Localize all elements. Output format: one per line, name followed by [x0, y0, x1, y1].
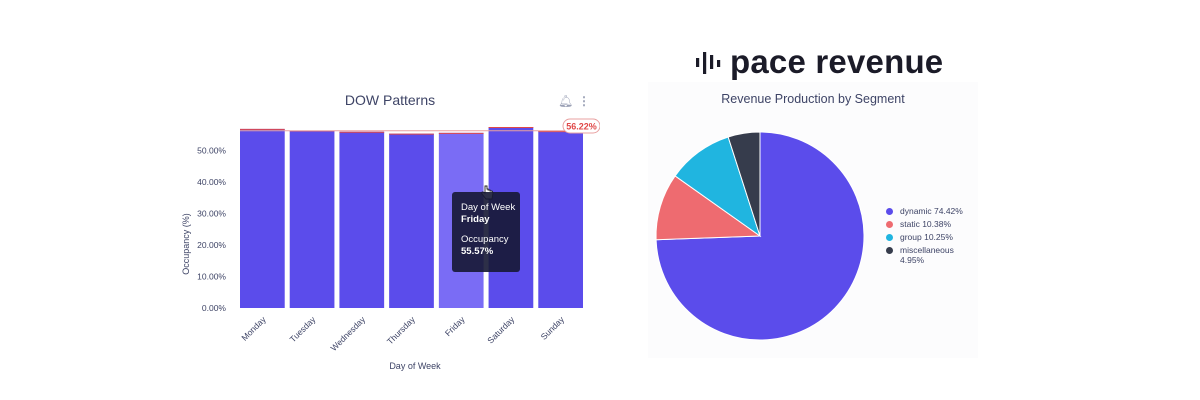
x-tick-label: Wednesday	[328, 314, 367, 353]
pie-chart-title: Revenue Production by Segment	[721, 92, 905, 106]
bar-tooltip: Day of Week Friday Occupancy 55.57%	[452, 192, 520, 272]
legend-item-miscellaneous[interactable]: miscellaneous 4.95%	[886, 245, 976, 265]
dow-bar-chart: 0.00% 10.00% 20.00% 30.00% 40.00% 50.00% Mond…	[181, 118, 600, 371]
x-tick-label: Monday	[239, 314, 268, 343]
tooltip-category-value: Friday	[461, 214, 490, 225]
bar-thursday[interactable]	[389, 133, 434, 308]
legend-label: static 10.38%	[900, 219, 952, 229]
y-tick-label: 30.00%	[197, 208, 226, 218]
x-tick-label: Sunday	[539, 314, 567, 342]
pie-slice-miscellaneous[interactable]	[727, 131, 761, 237]
x-axis-title: Day of Week	[389, 361, 441, 371]
legend-item-dynamic[interactable]: dynamic 74.42%	[886, 206, 976, 216]
y-tick-label: 0.00%	[202, 303, 227, 313]
x-tick-label: Friday	[443, 314, 467, 338]
vertical-dots-icon[interactable]: ⋮	[578, 94, 590, 108]
dow-patterns-panel: DOW Patterns 🔔︎ ⋮ 0.00% 10.00% 20.00% 30.00…	[180, 82, 600, 382]
legend-label: group 10.25%	[900, 232, 953, 242]
logo-text: pace revenue	[730, 43, 944, 80]
tooltip-value-value: 55.57%	[461, 246, 494, 257]
y-tick-label: 40.00%	[197, 177, 226, 187]
legend-label: miscellaneous 4.95%	[900, 245, 954, 265]
legend-swatch	[886, 208, 893, 215]
revenue-pie-chart	[655, 131, 865, 341]
revenue-segment-panel: Revenue Production by Segment dynamic 74…	[648, 82, 978, 358]
y-tick-label: 20.00%	[197, 240, 226, 250]
bar-wednesday[interactable]	[339, 131, 385, 308]
x-tick-label: Thursday	[385, 314, 418, 347]
dow-chart-title: DOW Patterns	[344, 92, 436, 108]
legend-item-static[interactable]: static 10.38%	[886, 219, 976, 229]
y-axis-title: Occupancy (%)	[181, 213, 191, 275]
pie-slice-dynamic[interactable]	[655, 131, 865, 341]
legend-swatch	[886, 234, 893, 241]
legend-item-group[interactable]: group 10.25%	[886, 232, 976, 242]
legend-swatch	[886, 247, 893, 254]
bar-monday[interactable]	[240, 128, 285, 308]
reference-label-box	[562, 118, 600, 134]
reference-label: 56.22%	[566, 122, 597, 132]
legend-swatch	[886, 221, 893, 228]
tooltip-value-title: Occupancy	[461, 234, 509, 245]
x-tick-label: Tuesday	[288, 314, 318, 344]
bar-sunday[interactable]	[538, 131, 583, 308]
y-tick-label: 10.00%	[197, 271, 226, 281]
y-tick-label: 50.00%	[197, 145, 226, 155]
bell-icon[interactable]: 🔔︎	[558, 94, 574, 108]
legend-label: dynamic 74.42%	[900, 206, 963, 216]
pace-revenue-logo: pace revenue	[694, 40, 943, 84]
pie-legend: dynamic 74.42% static 10.38% group 10.25% m…	[886, 206, 976, 268]
x-tick-label: Saturday	[485, 314, 517, 346]
tooltip-category-title: Day of Week	[461, 202, 516, 213]
bar-tuesday[interactable]	[289, 130, 335, 308]
logo-bars-icon	[696, 52, 721, 74]
